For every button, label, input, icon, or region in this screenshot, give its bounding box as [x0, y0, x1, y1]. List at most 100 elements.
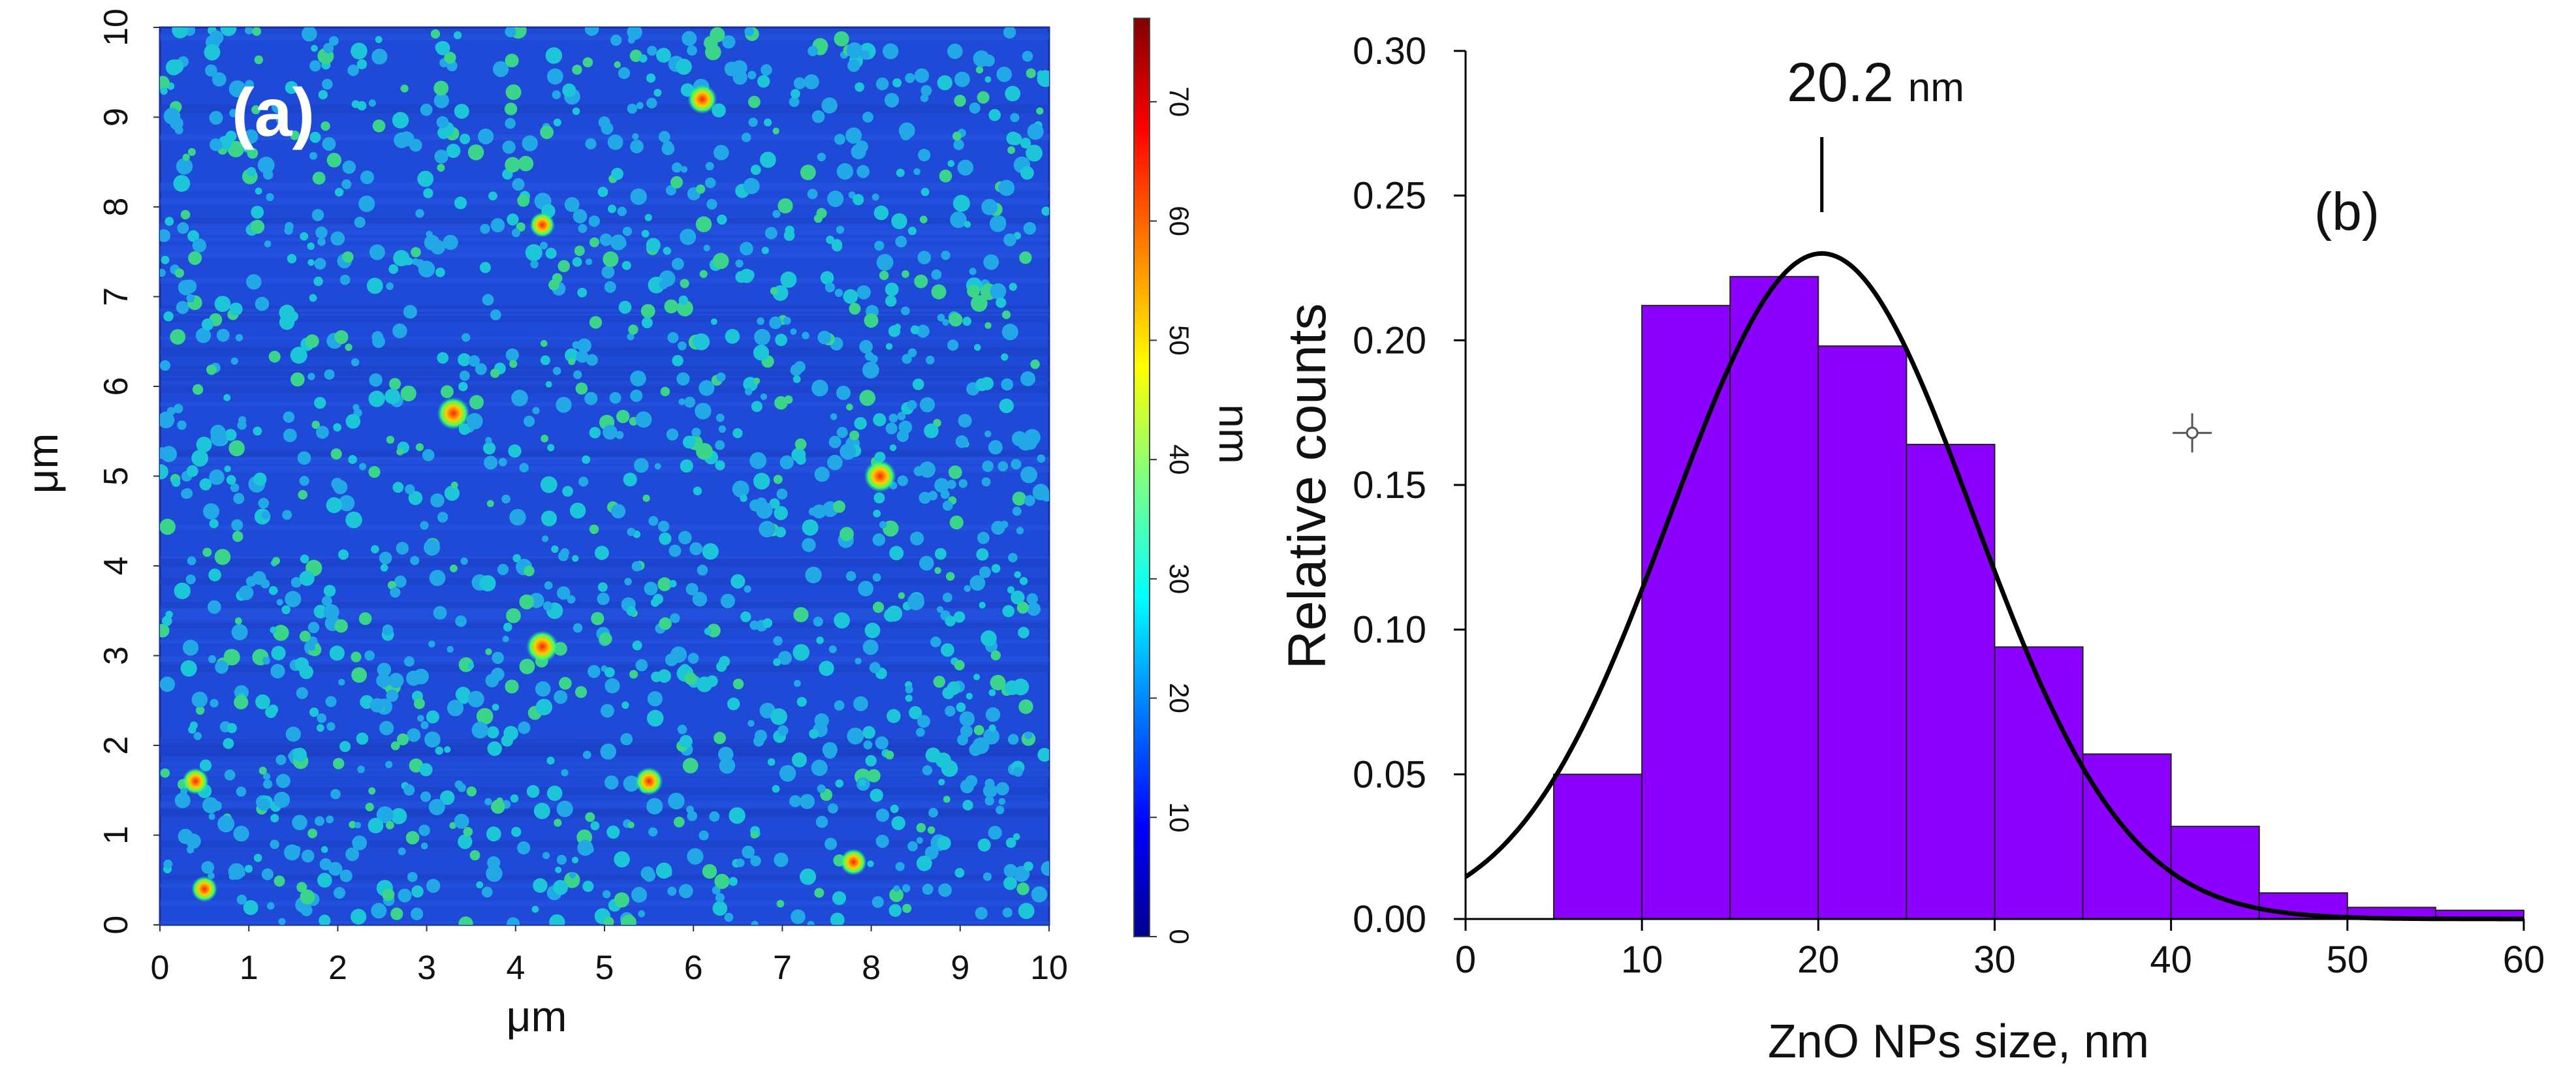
afm-particle [957, 159, 974, 176]
afm-particle [345, 343, 353, 351]
afm-x-tick-label: 5 [595, 949, 614, 987]
afm-particle [795, 454, 806, 465]
afm-particle [426, 879, 441, 893]
afm-particle [705, 177, 716, 189]
afm-particle [517, 194, 530, 207]
afm-particle [358, 612, 372, 625]
afm-particle [977, 838, 991, 852]
afm-particle [892, 78, 902, 87]
afm-particle [773, 475, 783, 484]
afm-particle [232, 531, 243, 542]
afm-particle [885, 295, 897, 307]
afm-particle [229, 302, 243, 316]
afm-particle [348, 455, 357, 464]
afm-particle [444, 746, 451, 753]
afm-particle [749, 620, 759, 630]
afm-particle [889, 444, 897, 452]
afm-particle [547, 444, 555, 452]
afm-particle [403, 305, 417, 319]
afm-particle [933, 676, 946, 688]
afm-x-tick-label: 3 [417, 949, 436, 987]
afm-particle [772, 785, 780, 793]
afm-particle [982, 872, 992, 881]
afm-particle [1023, 222, 1037, 235]
afm-particle [437, 164, 445, 172]
afm-particle [680, 664, 690, 674]
afm-particle [621, 260, 631, 270]
afm-particle [354, 822, 362, 829]
afm-particle [687, 848, 704, 865]
afm-particle [261, 868, 274, 880]
afm-particle [492, 651, 504, 664]
afm-particle [253, 473, 267, 486]
afm-scan-line [160, 801, 1049, 808]
afm-particle [486, 726, 499, 739]
afm-particle [511, 228, 520, 238]
afm-particle [984, 322, 992, 329]
afm-particle [508, 444, 522, 458]
afm-particle [339, 869, 353, 882]
afm-particle [889, 888, 903, 903]
afm-particle [658, 520, 670, 533]
afm-particle [855, 82, 864, 92]
afm-particle [463, 827, 473, 837]
afm-particle [891, 213, 907, 230]
afm-particle [192, 238, 207, 253]
afm-particle [603, 424, 618, 440]
afm-particle [319, 914, 331, 925]
afm-particle [388, 378, 401, 390]
afm-scan-line [160, 841, 1049, 848]
afm-particle [1024, 731, 1033, 740]
afm-particle [300, 232, 309, 241]
afm-particle [680, 459, 693, 473]
afm-particle [670, 613, 680, 623]
afm-particle [392, 112, 409, 129]
afm-particle [909, 706, 922, 719]
afm-particle [789, 97, 800, 108]
afm-particle [424, 731, 441, 748]
afm-particle [979, 602, 986, 609]
afm-particle [413, 698, 425, 709]
afm-particle [419, 763, 433, 777]
afm-particle [428, 640, 435, 648]
afm-particle [506, 608, 521, 623]
afm-particle [646, 238, 661, 253]
afm-hot-spot [529, 212, 556, 238]
afm-particle [817, 330, 832, 345]
afm-particle [562, 83, 576, 97]
afm-particle [223, 738, 234, 749]
afm-particle [702, 864, 717, 879]
afm-particle [646, 709, 664, 727]
afm-particle [672, 258, 684, 270]
afm-particle [299, 476, 309, 486]
afm-x-tick-label: 4 [506, 949, 525, 987]
afm-particle [274, 792, 291, 808]
afm-particle [748, 95, 761, 108]
afm-particle [804, 74, 819, 89]
afm-particle [238, 416, 247, 424]
afm-particle [699, 380, 715, 396]
afm-particle [396, 448, 404, 456]
afm-y-tick-label: 3 [97, 646, 135, 665]
afm-particle [907, 593, 925, 610]
histogram-x-tick-label: 50 [2327, 939, 2369, 981]
afm-particle [253, 854, 262, 862]
afm-particle [390, 808, 407, 824]
histogram-bar [1817, 345, 1908, 920]
afm-particle [791, 909, 806, 924]
afm-particle [680, 735, 693, 748]
afm-particle [862, 112, 873, 123]
afm-particle [943, 593, 952, 602]
afm-particle [345, 847, 360, 862]
afm-scan-line [160, 377, 1049, 381]
afm-particle [191, 691, 208, 708]
afm-particle [840, 443, 856, 460]
afm-particle [509, 508, 526, 526]
histogram-bar [1641, 305, 1731, 920]
afm-particle [1003, 864, 1018, 878]
afm-scan-line [160, 465, 1049, 473]
afm-particle [664, 299, 678, 314]
afm-particle [605, 667, 615, 677]
afm-particle [976, 548, 989, 561]
afm-particle [577, 338, 591, 353]
